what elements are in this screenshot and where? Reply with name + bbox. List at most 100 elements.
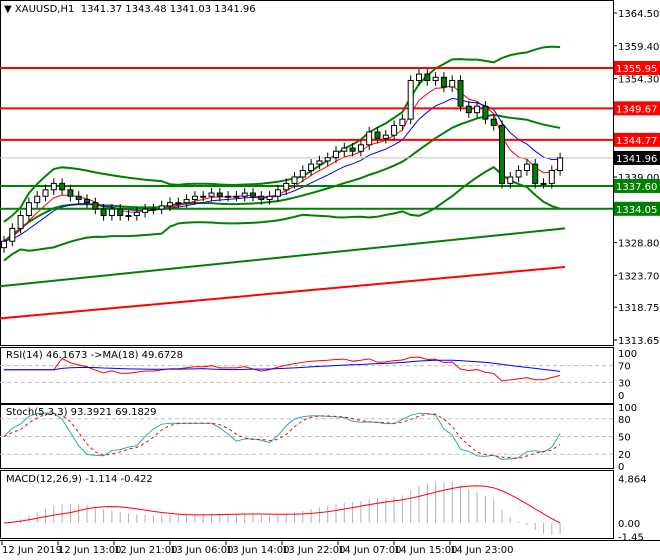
candle-body: [540, 182, 547, 185]
candle-body: [67, 189, 74, 197]
time-tick-label: 12 Jun 13:00: [58, 545, 122, 556]
time-tick-label: 12 Jun 2019: [2, 545, 62, 556]
stoch-tick-label: 100: [618, 403, 637, 414]
current-price-label: 1341.96: [616, 154, 657, 165]
moving-average-long: [0, 227, 566, 288]
candle-body: [100, 208, 107, 217]
candle-body: [416, 73, 422, 82]
price-tick-label: 1364.50: [618, 9, 659, 20]
candle-body: [225, 195, 232, 198]
stoch-title: Stoch(5,3,3) 93.3921 69.1829: [6, 407, 157, 418]
level-price-label: 1334.05: [616, 205, 657, 216]
ohlc-values: 1341.37 1343.48 1341.03 1341.96: [80, 4, 256, 15]
candle-body: [1, 240, 7, 249]
candle-body: [150, 208, 157, 211]
candle-body: [75, 195, 82, 200]
rsi-ma-line: [4, 359, 561, 372]
candle-body: [59, 182, 66, 191]
candle-body: [208, 192, 215, 197]
level-price-box: [614, 101, 660, 116]
candle-body: [499, 125, 505, 184]
main-panel: [0, 0, 614, 346]
candle-body: [349, 147, 356, 152]
price-tick-label: 1313.65: [618, 336, 659, 347]
rsi-title: RSI(14) 46.1673 ->MA(18) 49.6728: [6, 350, 183, 361]
rsi-tick-label: 100: [618, 349, 637, 360]
bollinger-upper: [3, 45, 561, 223]
candle-body: [158, 205, 165, 210]
bollinger-lower: [3, 165, 561, 262]
candle-body: [117, 208, 124, 217]
price-tick-label: 1359.40: [618, 42, 659, 53]
time-tick-label: 14 Jun 15:00: [394, 545, 458, 556]
candle-body: [50, 182, 57, 191]
stoch-main-line: [3, 412, 561, 460]
candle-body: [482, 105, 489, 120]
candle-body: [17, 215, 24, 229]
level-price-label: 1344.77: [616, 136, 657, 147]
candle-body: [167, 202, 173, 207]
candle-body: [299, 170, 306, 178]
stoch-tick-label: 0: [618, 462, 624, 473]
candle-body: [108, 208, 115, 217]
macd-tick-label: -1.45: [618, 532, 644, 543]
candle-body: [391, 125, 398, 136]
candle-body: [523, 163, 530, 172]
candle-body: [142, 208, 149, 213]
candle-body: [432, 76, 439, 82]
candle-body: [399, 118, 406, 127]
candle-body: [515, 170, 522, 178]
candle-body: [308, 163, 315, 172]
candle-body: [316, 160, 323, 165]
candle-body: [357, 144, 364, 152]
candle-body: [366, 131, 373, 146]
candle-body: [548, 170, 555, 184]
candle-body: [25, 202, 32, 217]
candle-body: [34, 195, 41, 204]
price-tick-label: 1323.70: [618, 271, 659, 282]
rsi-tick-label: 30: [618, 378, 631, 389]
candle-body: [175, 202, 182, 205]
time-tick-label: 13 Jun 22:00: [282, 545, 346, 556]
level-price-box: [614, 132, 660, 147]
candle-body: [216, 192, 223, 197]
macd-tick-label: 0.00: [618, 519, 640, 530]
candle-body: [133, 211, 140, 217]
price-tick-label: 1339.00: [618, 173, 659, 184]
candle-body: [283, 182, 290, 191]
symbol-label: XAUUSD,H1: [14, 4, 75, 15]
moving-average-long: [0, 265, 566, 320]
level-price-box: [614, 178, 660, 193]
time-tick-label: 14 Jun 23:00: [450, 545, 514, 556]
price-tick-label: 1318.75: [618, 303, 659, 314]
candle-body: [333, 150, 339, 159]
rsi-panel: [0, 347, 614, 404]
dropdown-triangle-icon[interactable]: ▼: [4, 4, 12, 15]
candle-body: [374, 131, 381, 139]
macd-title: MACD(12,26,9) -1.114 -0.422: [6, 474, 153, 485]
candle-body: [449, 80, 456, 88]
level-price-label: 1337.60: [616, 182, 657, 193]
level-price-box: [614, 60, 660, 75]
candle-body: [465, 105, 472, 114]
candle-body: [9, 227, 16, 242]
macd-tick-label: 4.864: [618, 474, 647, 485]
candle-body: [407, 80, 414, 120]
candle-body: [84, 198, 90, 204]
time-tick-label: 14 Jun 07:00: [338, 545, 402, 556]
candle-body: [191, 195, 198, 200]
candle-body: [507, 176, 514, 184]
candle-body: [324, 157, 331, 162]
price-tick-label: 1328.80: [618, 239, 659, 250]
candle-body: [557, 157, 564, 172]
candle-body: [183, 198, 190, 204]
time-tick-label: 12 Jun 21:00: [114, 545, 178, 556]
candle-body: [233, 195, 240, 198]
level-price-label: 1349.67: [616, 104, 657, 115]
candle-body: [490, 118, 497, 127]
candle-body: [241, 192, 248, 197]
candle-body: [92, 202, 99, 210]
rsi-tick-label: 70: [618, 362, 631, 373]
